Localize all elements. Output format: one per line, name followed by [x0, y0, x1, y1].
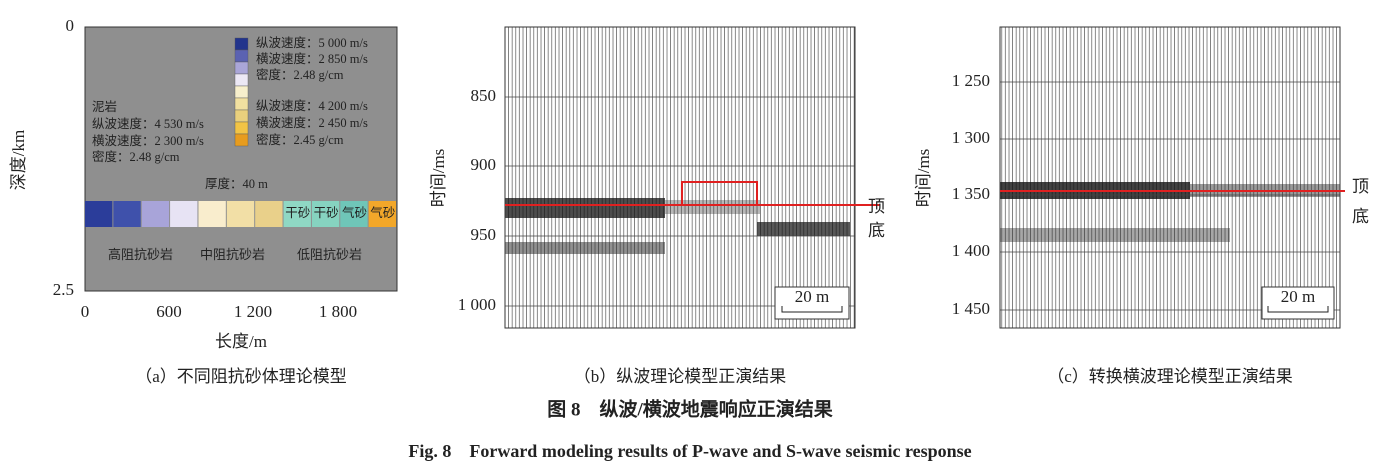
thickness: 厚度：40 m: [205, 176, 268, 191]
frame: [504, 26, 856, 329]
scale-text: 20 m: [1281, 287, 1315, 306]
legend-swatch: [234, 85, 249, 99]
y-tick: 1 300: [952, 128, 990, 147]
y-label: 时间/ms: [429, 149, 448, 208]
legend-swatch: [234, 49, 249, 63]
bottom-label: 底: [1352, 207, 1369, 226]
y-label: 时间/ms: [914, 149, 933, 208]
legend-text: 纵波速度：5 000 m/s: [256, 35, 368, 50]
legend-text: 横波速度：2 850 m/s: [256, 51, 368, 66]
sand-block: [283, 201, 311, 227]
panel-caption: （c）转换横波理论模型正演结果: [1047, 367, 1293, 386]
x-tick: 0: [81, 302, 90, 321]
sand-block: [85, 201, 113, 227]
panel-caption: （b）纵波理论模型正演结果: [574, 367, 787, 386]
reflection-band: [665, 200, 760, 214]
x-tick: 600: [156, 302, 182, 321]
legend-swatch: [234, 37, 249, 51]
panel-b: 顶 底 20 m 850 900 950 1 000 时间/ms （b）纵波理论…: [429, 26, 885, 386]
sand-block: [368, 201, 396, 227]
legend-swatch: [234, 121, 249, 135]
frame: [999, 26, 1341, 329]
seismic-traces: [505, 27, 855, 328]
y-tick: 1 250: [952, 71, 990, 90]
legend-swatch: [234, 61, 249, 75]
reflection-band: [1000, 228, 1230, 242]
y-tick: 2.5: [53, 280, 74, 299]
panel-caption: （a）不同阻抗砂体理论模型: [135, 367, 347, 386]
mudstone-text: 泥岩: [92, 99, 117, 114]
y-tick: 1 400: [952, 241, 990, 260]
strip-label: 气砂: [370, 205, 395, 220]
sand-strip: 干砂 干砂 气砂 气砂: [85, 201, 396, 227]
sand-block: [198, 201, 226, 227]
x-tick: 1 800: [319, 302, 357, 321]
scale-bar: [1267, 306, 1329, 313]
panel-c: 顶 底 20 m 1 250 1 300 1 350 1 400 1 450 时…: [914, 26, 1369, 386]
panel-a: 深度/km 0 2.5 0 600 1 200 1 800 长度/m 纵波速度：…: [9, 16, 398, 386]
y-tick: 900: [471, 155, 497, 174]
top-label: 顶: [868, 197, 885, 216]
zone-label: 低阻抗砂岩: [297, 247, 362, 262]
sand-block: [340, 201, 368, 227]
bottom-label: 底: [868, 221, 885, 240]
legend-swatch: [234, 133, 249, 147]
x-tick: 1 200: [234, 302, 272, 321]
reflection-band: [505, 198, 665, 218]
sand-block: [226, 201, 255, 227]
legend-swatch: [234, 73, 249, 87]
seismic-traces: [1000, 27, 1340, 328]
sand-block: [255, 201, 283, 227]
highlight-box: [681, 181, 758, 206]
sand-block: [170, 201, 198, 227]
mudstone-text: 横波速度：2 300 m/s: [92, 133, 204, 148]
strip-label: 干砂: [314, 206, 339, 220]
reflection-band: [505, 242, 665, 254]
y-label: 深度/km: [9, 130, 28, 190]
zone-label: 中阻抗砂岩: [200, 247, 265, 262]
y-tick: 850: [471, 86, 497, 105]
mudstone-text: 密度：2.48 g/cm: [92, 149, 180, 164]
legend-swatch: [234, 109, 249, 123]
zone-label: 高阻抗砂岩: [108, 247, 173, 262]
legend-text: 密度：2.45 g/cm: [256, 132, 344, 147]
legend-swatches: [234, 37, 249, 147]
sand-block: [141, 201, 170, 227]
y-tick: 1 450: [952, 299, 990, 318]
strip-label: 气砂: [342, 205, 367, 220]
reflection-band: [757, 222, 850, 236]
scale-box: [774, 286, 850, 320]
legend-text: 纵波速度：4 200 m/s: [256, 98, 368, 113]
sand-block: [311, 201, 340, 227]
scale-box: [1261, 286, 1335, 320]
mudstone-text: 纵波速度：4 530 m/s: [92, 116, 204, 131]
top-label: 顶: [1352, 177, 1369, 196]
y-tick: 950: [471, 225, 497, 244]
figure-caption-cn: 图 8 纵波/横波地震响应正演结果: [547, 397, 833, 420]
scale-bar: [781, 306, 843, 313]
scale-text: 20 m: [795, 287, 829, 306]
y-tick: 0: [66, 16, 75, 35]
legend-swatch: [234, 97, 249, 111]
legend-text: 密度：2.48 g/cm: [256, 67, 344, 82]
figure-caption-en: Fig. 8 Forward modeling results of P-wav…: [408, 441, 971, 461]
y-tick: 1 000: [458, 295, 496, 314]
x-label: 长度/m: [215, 332, 267, 351]
legend-text: 横波速度：2 450 m/s: [256, 115, 368, 130]
strip-label: 干砂: [285, 206, 310, 220]
sand-block: [113, 201, 141, 227]
y-tick: 1 350: [952, 184, 990, 203]
